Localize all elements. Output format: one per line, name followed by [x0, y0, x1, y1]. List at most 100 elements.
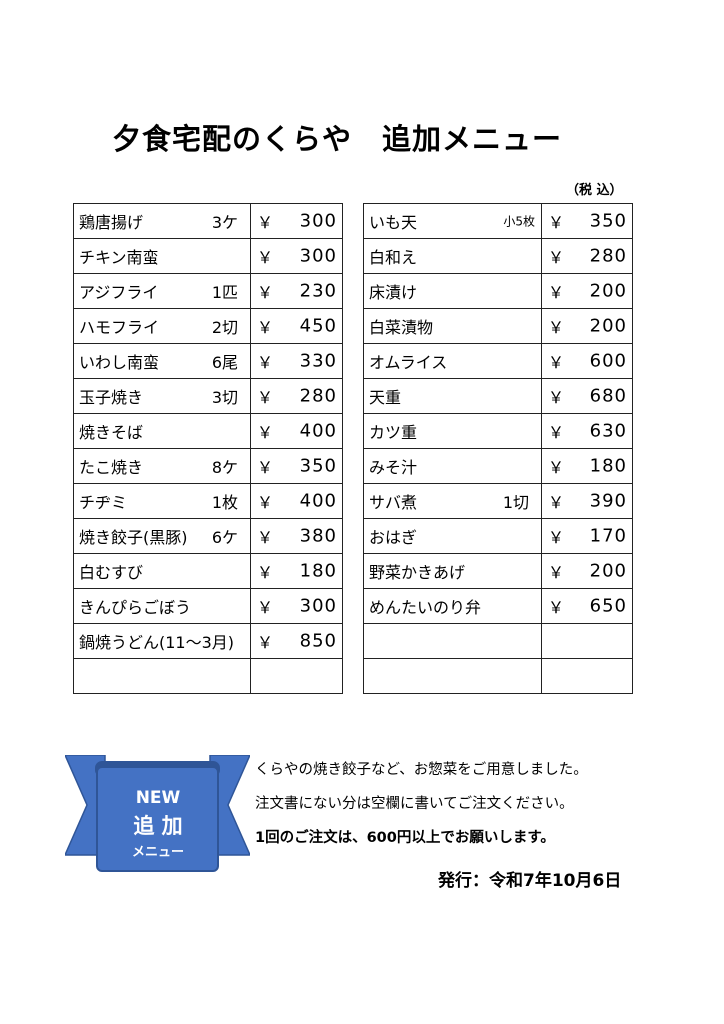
item-name: 鶏唐揚げ — [79, 213, 144, 232]
item-price: 180 — [589, 455, 627, 477]
note-2: 注文書にない分は空欄に書いてご注文ください。 — [255, 796, 574, 812]
item-name-cell: みそ汁 — [363, 448, 542, 484]
item-name: 野菜かきあげ — [369, 563, 466, 582]
yen-symbol: ￥ — [548, 213, 565, 232]
item-quantity: 6尾 — [211, 353, 238, 372]
item-name: みそ汁 — [369, 458, 418, 477]
menu-row: 白むすび ￥ 180 — [73, 553, 343, 589]
item-name-cell: 焼き餃子(黒豚) 6ケ — [73, 518, 251, 554]
item-price-cell: ￥ 850 — [250, 623, 343, 659]
item-price: 180 — [299, 560, 337, 582]
item-price-cell: ￥ 400 — [250, 413, 343, 449]
tax-included-note: （税 込） — [566, 183, 623, 198]
item-name: 白むすび — [79, 563, 144, 582]
item-name-cell: サバ煮 1切 — [363, 483, 542, 519]
item-name: ハモフライ — [79, 318, 160, 337]
menu-row: 焼き餃子(黒豚) 6ケ ￥ 380 — [73, 518, 343, 554]
item-price-cell: ￥ 200 — [541, 308, 633, 344]
item-price: 330 — [299, 350, 337, 372]
menu-row: 白和え ￥ 280 — [363, 238, 633, 274]
ribbon-line2: 追 加 — [133, 814, 182, 838]
item-name-cell: チキン南蛮 — [73, 238, 251, 274]
yen-symbol: ￥ — [548, 423, 565, 442]
item-name-cell: 白むすび — [73, 553, 251, 589]
yen-symbol: ￥ — [548, 388, 565, 407]
yen-symbol: ￥ — [257, 388, 274, 407]
item-price-cell: ￥ 280 — [541, 238, 633, 274]
item-name: 白和え — [369, 248, 418, 267]
item-quantity: 2切 — [211, 318, 238, 337]
menu-row: 鍋焼うどん(11～3月) ￥ 850 — [73, 623, 343, 659]
item-price: 850 — [299, 630, 337, 652]
item-price: 300 — [299, 210, 337, 232]
item-price-cell: ￥ 230 — [250, 273, 343, 309]
yen-symbol: ￥ — [257, 248, 274, 267]
item-name-cell: チヂミ 1枚 — [73, 483, 251, 519]
item-name-cell — [73, 658, 251, 694]
item-price-cell: ￥ 300 — [250, 588, 343, 624]
menu-row: ハモフライ 2切 ￥ 450 — [73, 308, 343, 344]
item-price: 200 — [589, 315, 627, 337]
yen-symbol: ￥ — [548, 458, 565, 477]
item-name: オムライス — [369, 353, 448, 372]
yen-symbol: ￥ — [548, 353, 565, 372]
item-name: サバ煮 — [369, 493, 418, 512]
menu-row: めんたいのり弁 ￥ 650 — [363, 588, 633, 624]
yen-symbol: ￥ — [548, 493, 565, 512]
item-price: 400 — [299, 420, 337, 442]
item-price: 380 — [299, 525, 337, 547]
item-quantity: 1匹 — [211, 283, 238, 302]
item-price: 170 — [589, 525, 627, 547]
item-name: 白菜漬物 — [369, 318, 434, 337]
item-quantity: 1切 — [502, 493, 529, 512]
item-quantity: 小5枚 — [503, 214, 535, 229]
menu-row — [363, 658, 633, 694]
item-quantity: 6ケ — [211, 528, 238, 547]
page-title: 夕食宅配のくらや 追加メニュー — [112, 122, 563, 156]
menu-row: 床漬け ￥ 200 — [363, 273, 633, 309]
item-name: 焼きそば — [79, 423, 144, 442]
item-price: 300 — [299, 245, 337, 267]
item-name: 玉子焼き — [79, 388, 144, 407]
item-price: 350 — [589, 210, 627, 232]
item-name: いも天 — [369, 213, 418, 232]
item-name: めんたいのり弁 — [369, 598, 482, 617]
menu-row: カツ重 ￥ 630 — [363, 413, 633, 449]
item-name-cell: 床漬け — [363, 273, 542, 309]
item-name: 床漬け — [369, 283, 418, 302]
item-name-cell — [363, 623, 542, 659]
menu-row — [363, 623, 633, 659]
item-name-cell: たこ焼き 8ケ — [73, 448, 251, 484]
item-name-cell: 野菜かきあげ — [363, 553, 542, 589]
menu-row: サバ煮 1切 ￥ 390 — [363, 483, 633, 519]
item-price: 300 — [299, 595, 337, 617]
item-price-cell: ￥ 300 — [250, 238, 343, 274]
item-price-cell: ￥ 330 — [250, 343, 343, 379]
menu-row: チキン南蛮 ￥ 300 — [73, 238, 343, 274]
item-name-cell: アジフライ 1匹 — [73, 273, 251, 309]
menu-row: 野菜かきあげ ￥ 200 — [363, 553, 633, 589]
menu-row: 白菜漬物 ￥ 200 — [363, 308, 633, 344]
item-price: 200 — [589, 280, 627, 302]
yen-symbol: ￥ — [548, 563, 565, 582]
item-name-cell: おはぎ — [363, 518, 542, 554]
item-price: 650 — [589, 595, 627, 617]
item-name: たこ焼き — [79, 458, 144, 477]
item-name-cell: 白菜漬物 — [363, 308, 542, 344]
yen-symbol: ￥ — [257, 458, 274, 477]
item-price-cell: ￥ 350 — [541, 203, 633, 239]
item-name-cell: ハモフライ 2切 — [73, 308, 251, 344]
menu-row: 天重 ￥ 680 — [363, 378, 633, 414]
note-3: 1回のご注文は、600円以上でお願いします。 — [255, 830, 555, 846]
item-price: 630 — [589, 420, 627, 442]
item-price-cell: ￥ 680 — [541, 378, 633, 414]
yen-symbol: ￥ — [257, 353, 274, 372]
menu-row: たこ焼き 8ケ ￥ 350 — [73, 448, 343, 484]
item-price-cell: ￥ 200 — [541, 273, 633, 309]
item-name: 焼き餃子(黒豚) — [79, 528, 188, 547]
item-name-cell: いわし南蛮 6尾 — [73, 343, 251, 379]
item-price: 200 — [589, 560, 627, 582]
yen-symbol: ￥ — [257, 423, 274, 442]
item-price-cell: ￥ 650 — [541, 588, 633, 624]
item-price-cell: ￥ 600 — [541, 343, 633, 379]
